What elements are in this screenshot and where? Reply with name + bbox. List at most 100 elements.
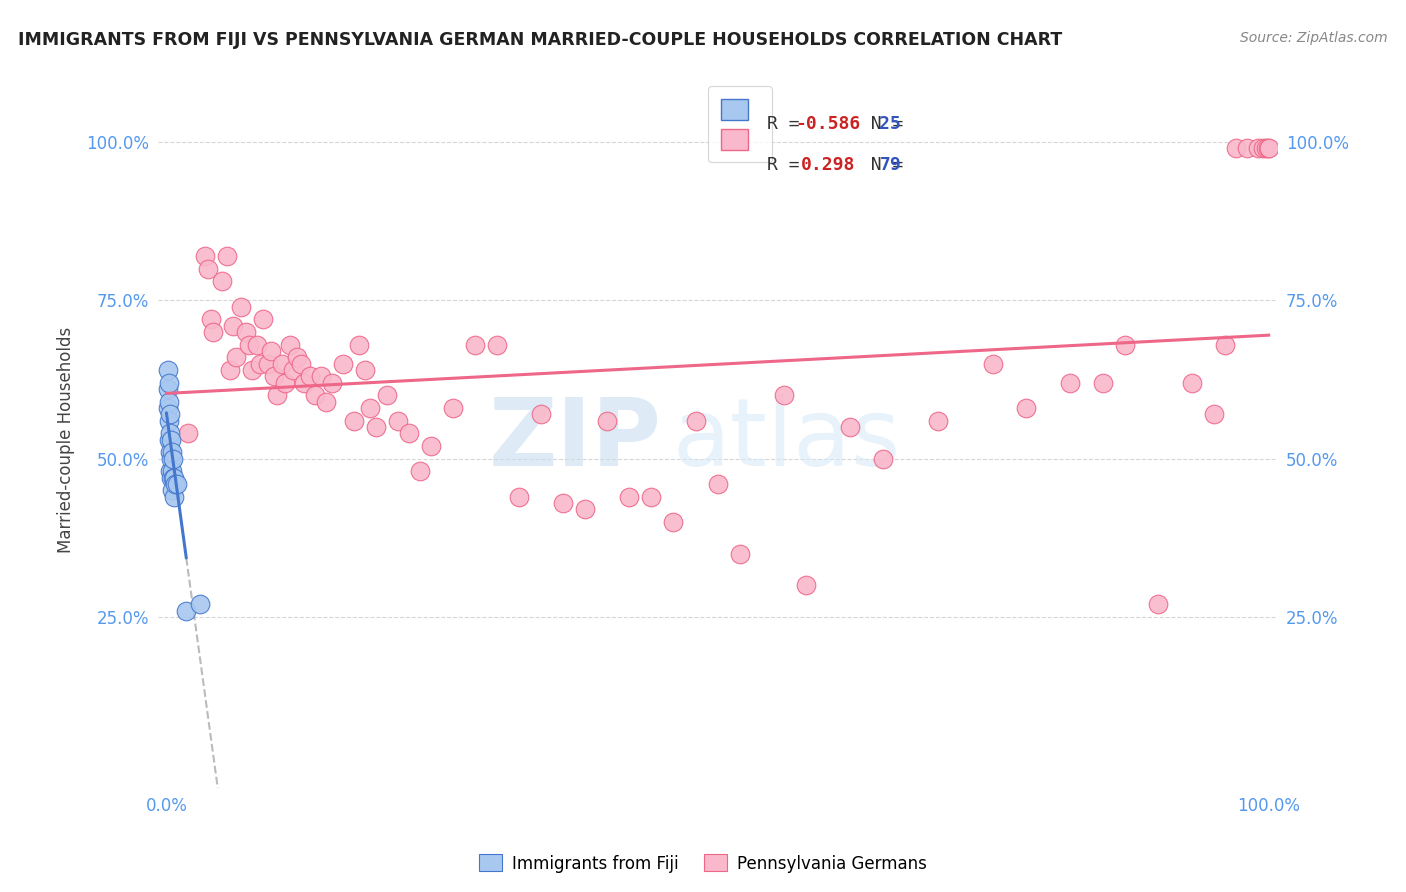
Point: [508, 490, 530, 504]
Point: [728, 547, 751, 561]
Point: [159, 464, 181, 478]
Point: [285, 351, 308, 365]
Point: [160, 451, 183, 466]
Point: [1092, 376, 1115, 390]
Point: [1015, 401, 1038, 415]
Point: [1147, 598, 1170, 612]
Point: [157, 414, 180, 428]
Point: [596, 414, 619, 428]
Point: [278, 337, 301, 351]
Text: N =: N =: [849, 114, 914, 133]
Point: [364, 420, 387, 434]
Point: [157, 394, 180, 409]
Point: [1236, 141, 1258, 155]
Point: [163, 490, 186, 504]
Text: N =: N =: [849, 156, 914, 174]
Point: [332, 357, 354, 371]
Point: [619, 490, 641, 504]
Point: [359, 401, 381, 415]
Point: [188, 598, 211, 612]
Point: [157, 376, 180, 390]
Point: [1213, 337, 1236, 351]
Point: [464, 337, 486, 351]
Point: [1059, 376, 1081, 390]
Point: [309, 369, 332, 384]
Point: [197, 261, 219, 276]
Point: [165, 477, 187, 491]
Point: [160, 445, 183, 459]
Point: [174, 604, 197, 618]
Point: [375, 388, 398, 402]
Point: [981, 357, 1004, 371]
Point: [387, 414, 409, 428]
Text: atlas: atlas: [672, 393, 901, 485]
Point: [353, 363, 375, 377]
Point: [156, 401, 179, 415]
Point: [321, 376, 343, 390]
Point: [156, 382, 179, 396]
Legend: , : ,: [709, 87, 772, 162]
Point: [298, 369, 321, 384]
Point: [242, 363, 264, 377]
Text: -0.586: -0.586: [796, 114, 860, 133]
Point: [238, 337, 260, 351]
Point: [271, 357, 294, 371]
Legend: Immigrants from Fiji, Pennsylvania Germans: Immigrants from Fiji, Pennsylvania Germa…: [472, 847, 934, 880]
Text: 0.298: 0.298: [801, 156, 855, 174]
Point: [235, 325, 257, 339]
Point: [219, 363, 242, 377]
Point: [159, 445, 181, 459]
Text: R =: R =: [768, 156, 821, 174]
Point: [252, 312, 274, 326]
Point: [927, 414, 949, 428]
Point: [274, 376, 297, 390]
Point: [221, 318, 243, 333]
Point: [231, 300, 253, 314]
Point: [1257, 141, 1279, 155]
Point: [263, 369, 285, 384]
Point: [872, 451, 894, 466]
Point: [266, 388, 288, 402]
Point: [1114, 337, 1136, 351]
Point: [315, 394, 337, 409]
Point: [553, 496, 575, 510]
Point: [530, 407, 553, 421]
Text: Source: ZipAtlas.com: Source: ZipAtlas.com: [1240, 31, 1388, 45]
Point: [304, 388, 326, 402]
Point: [640, 490, 662, 504]
Point: [157, 433, 180, 447]
Point: [283, 363, 305, 377]
Point: [246, 337, 269, 351]
Point: [160, 471, 183, 485]
Point: [290, 357, 312, 371]
Point: [1246, 141, 1268, 155]
Point: [160, 464, 183, 478]
Point: [343, 414, 366, 428]
Point: [1202, 407, 1225, 421]
Text: R =: R =: [768, 114, 810, 133]
Point: [260, 343, 283, 358]
Point: [159, 426, 181, 441]
Point: [420, 439, 443, 453]
Point: [201, 325, 224, 339]
Point: [156, 363, 179, 377]
Text: 25: 25: [880, 114, 901, 133]
Point: [685, 414, 707, 428]
Point: [838, 420, 860, 434]
Text: IMMIGRANTS FROM FIJI VS PENNSYLVANIA GERMAN MARRIED-COUPLE HOUSEHOLDS CORRELATIO: IMMIGRANTS FROM FIJI VS PENNSYLVANIA GER…: [18, 31, 1063, 49]
Point: [194, 249, 217, 263]
Point: [166, 477, 188, 491]
Point: [574, 502, 596, 516]
Point: [159, 407, 181, 421]
Point: [162, 471, 184, 485]
Point: [794, 578, 817, 592]
Point: [486, 337, 509, 351]
Point: [163, 471, 186, 485]
Point: [211, 274, 233, 288]
Point: [177, 426, 200, 441]
Point: [225, 351, 247, 365]
Point: [1251, 141, 1274, 155]
Y-axis label: Married-couple Households: Married-couple Households: [58, 326, 75, 553]
Point: [249, 357, 271, 371]
Point: [215, 249, 238, 263]
